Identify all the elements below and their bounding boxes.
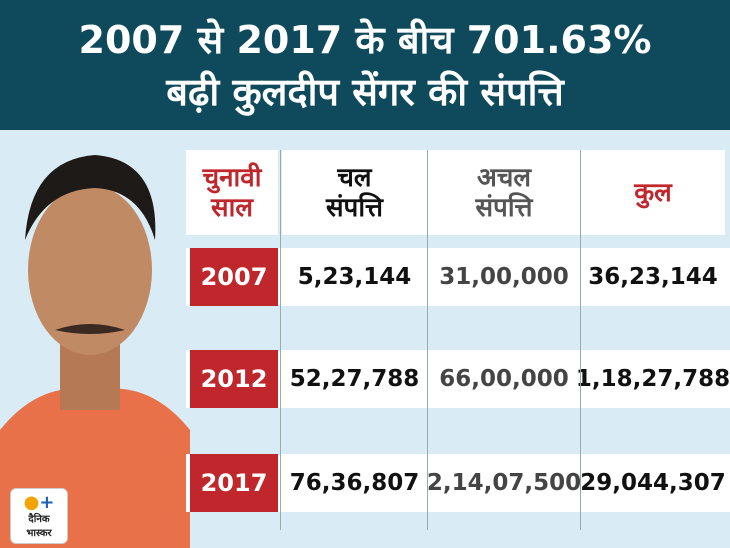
value-cell: 76,36,807 [289,470,420,496]
header: 2007 से 2017 के बीच 701.63% बढ़ी कुलदीप … [0,0,730,130]
value-cell: 52,27,788 [289,366,420,392]
value-cell: 1,18,27,788 [575,366,730,392]
value-cell: 66,00,000 [439,366,569,392]
year-cell: 2012 [190,350,278,408]
value-cell: 36,23,144 [588,264,718,290]
value-cell: 5,23,144 [297,264,412,290]
column-header: कुल [581,150,725,235]
column-header: चल संपत्ति [282,150,427,235]
divider [280,150,281,530]
value-cell: 31,00,000 [439,264,569,290]
column-header: अचल संपत्ति [428,150,580,235]
title-line: बढ़ी कुलदीप सेंगर की संपत्ति [166,70,564,114]
logo: ●+ दैनिक भास्कर [10,488,68,544]
divider [427,150,428,530]
title-line: 2007 से 2017 के बीच 701.63% [78,18,652,62]
divider [580,150,581,530]
portrait [0,155,190,548]
value-cell: 2,14,07,500 [426,470,582,496]
value-cell: 29,044,307 [580,470,726,496]
column-header: चुनावी साल [186,150,278,235]
year-cell: 2017 [190,454,278,512]
year-cell: 2007 [190,248,278,306]
